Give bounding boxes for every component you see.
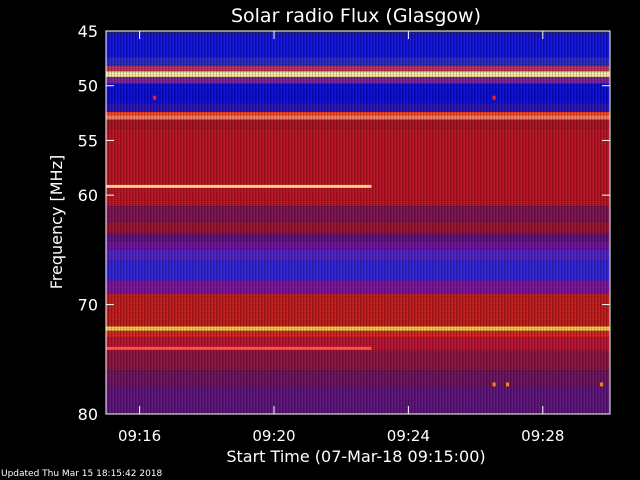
emission-line-0	[106, 184, 372, 188]
emission-spot-1	[492, 95, 496, 100]
y-axis-label: Frequency [MHz]	[47, 155, 66, 289]
emission-spot-3	[506, 382, 510, 387]
emission-spot-2	[492, 382, 496, 387]
updated-timestamp: Updated Thu Mar 15 18:15:42 2018	[1, 469, 163, 479]
x-axis-label: Start Time (07-Mar-18 09:15:00)	[226, 447, 485, 466]
texture-overlay-horizontal	[106, 31, 610, 414]
y-tick-label-4: 70	[78, 296, 98, 315]
x-tick-label-1: 09:20	[252, 427, 295, 445]
x-tick-label-3: 09:28	[521, 427, 564, 445]
emission-spot-0	[153, 95, 157, 100]
axis-tick-labels: 09:16 09:20 09:24 09:28 45 50 55 60 70 80	[78, 22, 565, 445]
y-tick-label-2: 55	[78, 131, 98, 150]
y-tick-label-0: 45	[78, 22, 98, 41]
y-tick-label-1: 50	[78, 77, 98, 96]
chart-title: Solar radio Flux (Glasgow)	[231, 5, 481, 27]
plot-frame	[105, 30, 611, 415]
y-tick-label-3: 60	[78, 186, 98, 205]
x-tick-label-0: 09:16	[118, 427, 161, 445]
emission-line-1	[106, 346, 372, 350]
spectrogram-features	[106, 95, 604, 387]
x-tick-label-2: 09:24	[387, 427, 430, 445]
y-tick-label-5: 80	[78, 405, 98, 424]
axis-ticks	[106, 30, 610, 415]
emission-spot-4	[600, 382, 604, 387]
